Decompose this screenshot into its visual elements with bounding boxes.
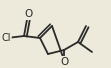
Text: O: O bbox=[24, 9, 32, 19]
Text: O: O bbox=[60, 57, 68, 67]
Text: Cl: Cl bbox=[1, 33, 11, 43]
